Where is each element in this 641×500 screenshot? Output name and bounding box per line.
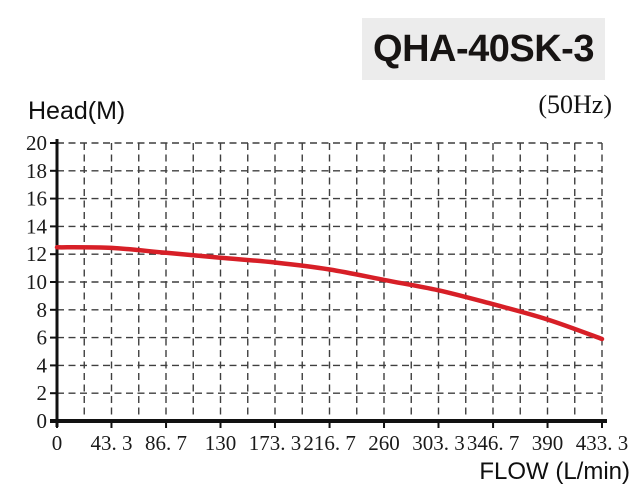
x-tick-label: 390 — [532, 431, 564, 455]
x-tick-label: 130 — [205, 431, 237, 455]
x-tick-label: 43. 3 — [90, 431, 132, 455]
x-tick-label: 346. 7 — [467, 431, 520, 455]
x-axis-title: FLOW (L/min) — [479, 458, 630, 485]
x-tick-label: 0 — [52, 431, 63, 455]
y-tick-label: 14 — [26, 214, 48, 238]
y-tick-label: 18 — [26, 159, 47, 183]
y-tick-label: 6 — [37, 326, 48, 350]
pump-curve — [54, 245, 605, 342]
x-tick-label: 260 — [368, 431, 400, 455]
y-tick-label: 2 — [37, 381, 48, 405]
y-tick-label: 4 — [37, 353, 48, 377]
x-tick-label: 216. 7 — [303, 431, 356, 455]
y-tick-label: 8 — [37, 298, 48, 322]
x-tick-label: 173. 3 — [249, 431, 302, 455]
y-axis-title: Head(M) — [28, 97, 126, 125]
model-title: QHA-40SK-3 — [362, 18, 605, 80]
y-tick-label: 0 — [37, 409, 48, 433]
y-tick-label: 10 — [26, 270, 47, 294]
y-tick-label: 16 — [26, 187, 47, 211]
y-tick-label: 20 — [26, 131, 47, 155]
y-tick-label: 12 — [26, 242, 47, 266]
x-tick-label: 86. 7 — [145, 431, 187, 455]
x-tick-label: 303. 3 — [412, 431, 465, 455]
frequency-label: (50Hz) — [538, 90, 612, 119]
x-tick-label: 433. 3 — [576, 431, 629, 455]
